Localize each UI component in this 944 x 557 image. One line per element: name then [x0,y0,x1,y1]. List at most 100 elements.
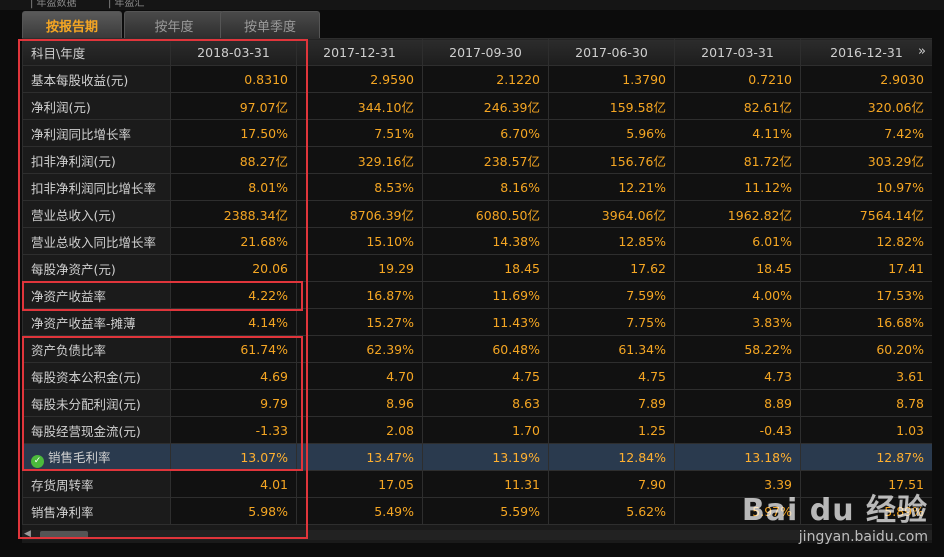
row-value: 3.39 [674,470,801,498]
table-row[interactable]: 净资产收益率 4.22% 16.87% 11.69% 7.59% 4.00% 17.53% [22,281,932,309]
row-value: 5.97% [674,497,801,525]
row-value: 12.85% [548,227,675,255]
table-row[interactable]: 每股经营现金流(元) -1.33 2.08 1.70 1.25 -0.43 1.03 [22,416,932,444]
table-row[interactable]: 每股未分配利润(元) 9.79 8.96 8.63 7.89 8.89 8.78 [22,389,932,417]
row-value: 88.27亿 [170,146,297,174]
tab-by-report-period[interactable]: 按报告期 [22,11,122,38]
table-row[interactable]: 扣非净利润(元) 88.27亿 329.16亿 238.57亿 156.76亿 81.72… [22,146,932,174]
row-value: 17.41 [800,254,932,282]
table-row[interactable]: 资产负债比率 61.74% 62.39% 60.48% 61.34% 58.22% 60.2… [22,335,932,363]
row-value: 15.10% [296,227,423,255]
row-value: 20.06 [170,254,297,282]
row-value: 329.16亿 [296,146,423,174]
double-chevron-right-icon[interactable]: » [918,44,926,59]
row-value: 7.51% [296,119,423,147]
row-value: 1.70 [422,416,549,444]
row-value: 3.83% [674,308,801,336]
row-value: 17.62 [548,254,675,282]
header-date: 2017-09-30 [422,38,549,66]
row-value: 8.96 [296,389,423,417]
toolbar-right-text[interactable]: | 年盈汇 [108,0,145,9]
row-value: 320.06亿 [800,92,932,120]
table-row[interactable]: 每股净资产(元) 20.06 19.29 18.45 17.62 18.45 17.41 [22,254,932,282]
table-row[interactable]: 营业总收入同比增长率 21.68% 15.10% 14.38% 12.85% 6.01% 1… [22,227,932,255]
row-value: 12.87% [800,443,932,471]
scroll-thumb[interactable] [40,531,88,539]
row-value: 7.90 [548,470,675,498]
row-value: 16.87% [296,281,423,309]
row-value: 19.29 [296,254,423,282]
row-value: 17.05 [296,470,423,498]
tab-by-quarter[interactable]: 按单季度 [220,11,320,38]
row-value: 58.22% [674,335,801,363]
row-value: 18.45 [674,254,801,282]
scroll-left-icon[interactable]: ◀ [24,529,31,539]
row-value: 5.96% [548,119,675,147]
table-row[interactable]: 净利润同比增长率 17.50% 7.51% 6.70% 5.96% 4.11% 7.42% [22,119,932,147]
row-label: 资产负债比率 [22,335,171,363]
row-label-text: 每股未分配利润(元) [31,396,141,412]
row-label: 净资产收益率 [22,281,171,309]
row-value: 7.59% [548,281,675,309]
header-date: 2016-12-31 » [800,38,932,66]
row-label: 基本每股收益(元) [22,65,171,93]
row-label-text: 净利润同比增长率 [31,126,132,142]
row-label-text: 基本每股收益(元) [31,72,129,88]
table-header-row: 科目\年度 2018-03-31 2017-12-31 2017-09-30 2… [22,38,932,66]
table-row[interactable]: 基本每股收益(元) 0.8310 2.9590 2.1220 1.3790 0.7210 2… [22,65,932,93]
row-value: 4.00% [674,281,801,309]
row-value: 16.68% [800,308,932,336]
row-value: 14.38% [422,227,549,255]
horizontal-scrollbar[interactable]: ◀ [22,529,932,540]
table-row[interactable]: 营业总收入(元) 2388.34亿 8706.39亿 6080.50亿 3964.06亿… [22,200,932,228]
row-value: 11.12% [674,173,801,201]
row-value: 2.08 [296,416,423,444]
row-label-text: 存货周转率 [31,477,94,493]
tab-by-year[interactable]: 按年度 [124,11,224,38]
table-row[interactable]: 每股资本公积金(元) 4.69 4.70 4.75 4.75 4.73 3.61 [22,362,932,390]
financial-indicators-table: 科目\年度 2018-03-31 2017-12-31 2017-09-30 2… [22,38,932,525]
row-value: 5.89% [800,497,932,525]
row-label-text: 净利润(元) [31,99,91,115]
row-label: 营业总收入同比增长率 [22,227,171,255]
row-value: 5.62% [548,497,675,525]
row-value: 4.73 [674,362,801,390]
row-value: 3964.06亿 [548,200,675,228]
row-value: 10.97% [800,173,932,201]
watermark-url: jingyan.baidu.com [798,529,928,545]
row-label-text: 资产负债比率 [31,342,107,358]
table-row[interactable]: 销售净利率 5.98% 5.49% 5.59% 5.62% 5.97% 5.89% [22,497,932,525]
row-label: 扣非净利润同比增长率 [22,173,171,201]
row-value: 2.1220 [422,65,549,93]
row-value: 1.3790 [548,65,675,93]
watermark-logo: Bai du 经验 [741,493,928,528]
header-date-text: 2016-12-31 [830,44,903,60]
row-label: ✓ 销售毛利率 [22,443,171,471]
table-row[interactable]: 净资产收益率-摊薄 4.14% 15.27% 11.43% 7.75% 3.83% 16.6… [22,308,932,336]
toolbar-left-text[interactable]: | 年盈数据 [30,0,77,9]
row-label-text: 净资产收益率 [31,288,107,304]
row-value: 4.75 [548,362,675,390]
row-label-text: 每股净资产(元) [31,261,116,277]
row-value: 4.70 [296,362,423,390]
row-value: 8.78 [800,389,932,417]
row-value: 60.20% [800,335,932,363]
table-row[interactable]: 扣非净利润同比增长率 8.01% 8.53% 8.16% 12.21% 11.12% 10.… [22,173,932,201]
row-value: 7.42% [800,119,932,147]
row-value: 17.53% [800,281,932,309]
row-value: 4.22% [170,281,297,309]
table-row[interactable]: ✓ 销售毛利率 13.07% 13.47% 13.19% 12.84% 13.18% 12.8… [22,443,932,471]
row-value: 2.9590 [296,65,423,93]
row-value: -1.33 [170,416,297,444]
row-value: 8.89 [674,389,801,417]
header-date: 2018-03-31 [170,38,297,66]
row-value: 15.27% [296,308,423,336]
row-value: 4.11% [674,119,801,147]
row-label-text: 营业总收入(元) [31,207,116,223]
row-value: 4.14% [170,308,297,336]
row-label: 每股经营现金流(元) [22,416,171,444]
row-value: 11.69% [422,281,549,309]
header-date: 2017-03-31 [674,38,801,66]
row-label-text: 销售净利率 [31,504,94,520]
table-row[interactable]: 净利润(元) 97.07亿 344.10亿 246.39亿 159.58亿 82.61亿 3… [22,92,932,120]
